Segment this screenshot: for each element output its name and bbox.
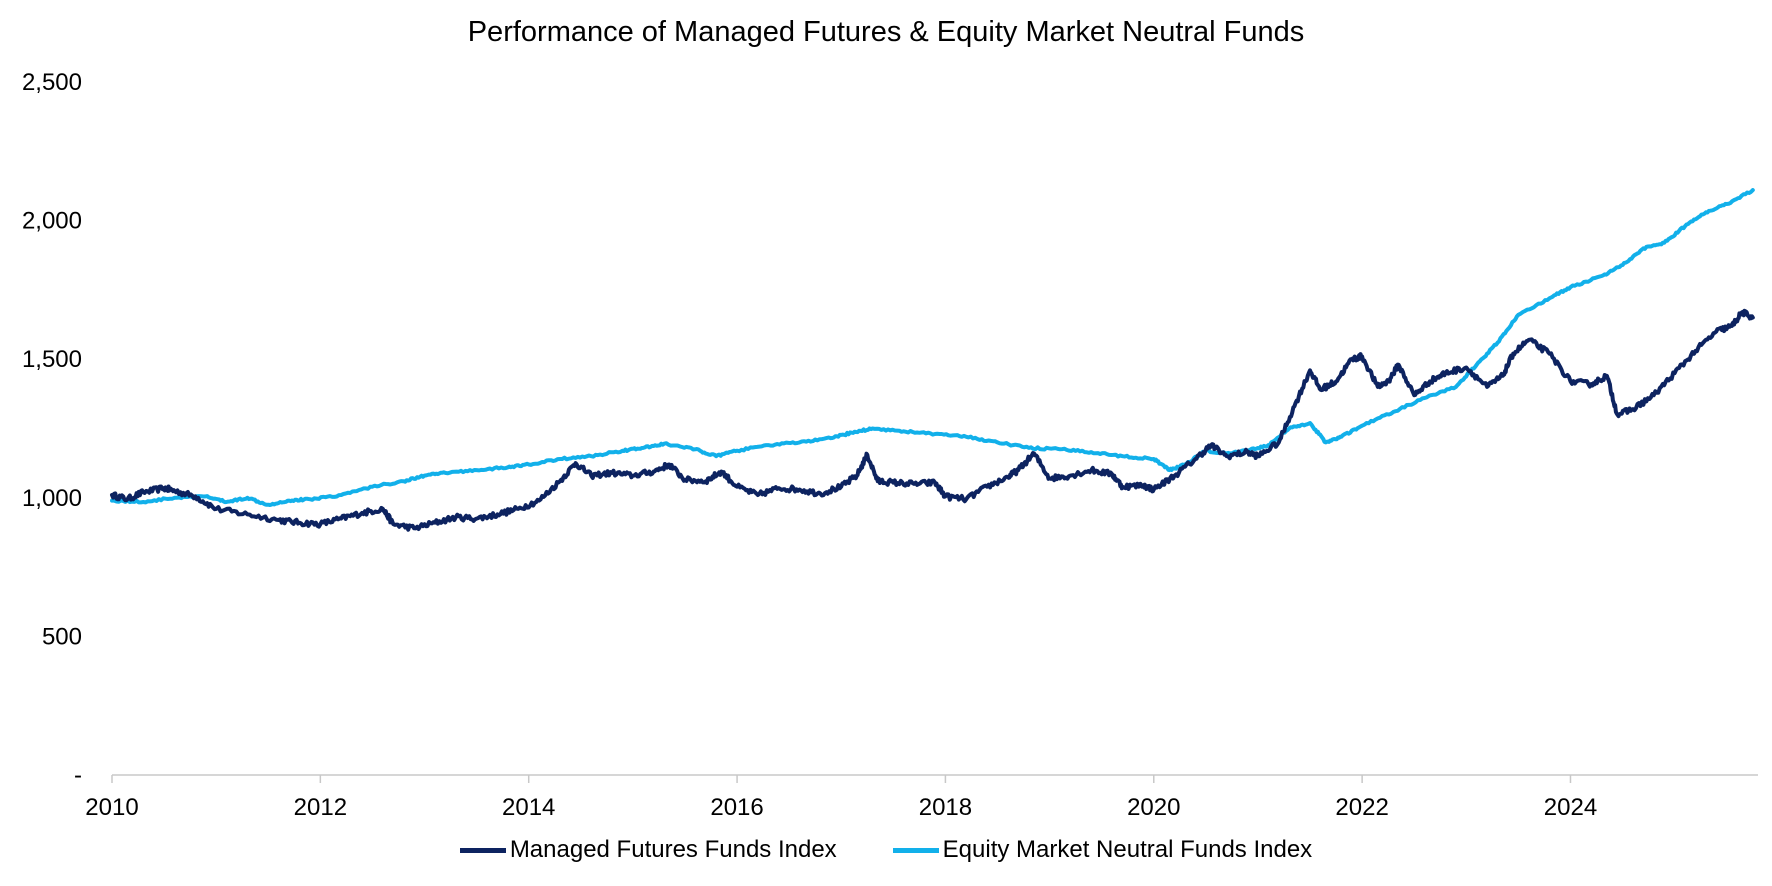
x-tick-label: 2022 [1335,794,1388,821]
y-tick-label: 1,000 [22,485,82,512]
legend-item-managed-futures: Managed Futures Funds Index [459,836,837,864]
series-line-equity-market-neutral [110,188,1755,507]
legend-swatch-managed-futures [459,847,506,853]
y-tick-label: 500 [42,623,82,650]
series-line-managed-futures [110,308,1755,532]
x-tick-label: 2024 [1544,794,1597,821]
x-tick-label: 2012 [294,794,347,821]
chart-title: Performance of Managed Futures & Equity … [467,16,1305,48]
legend-swatch-equity-market-neutral [892,847,939,853]
y-tick-label: 1,500 [22,346,82,373]
y-tick-label: - [74,762,82,789]
legend-label-equity-market-neutral: Equity Market Neutral Funds Index [942,836,1313,863]
legend-label-managed-futures: Managed Futures Funds Index [509,836,837,863]
x-tick-label: 2020 [1127,794,1180,821]
x-tick-label: 2010 [85,794,138,821]
x-tick-label: 2014 [502,794,555,821]
x-tick-label: 2016 [710,794,763,821]
legend: Managed Futures Funds Index Equity Marke… [0,836,1772,864]
y-tick-label: 2,000 [22,208,82,235]
legend-item-equity-market-neutral: Equity Market Neutral Funds Index [892,836,1313,864]
y-tick-label: 2,500 [22,69,82,96]
x-tick-label: 2018 [919,794,972,821]
